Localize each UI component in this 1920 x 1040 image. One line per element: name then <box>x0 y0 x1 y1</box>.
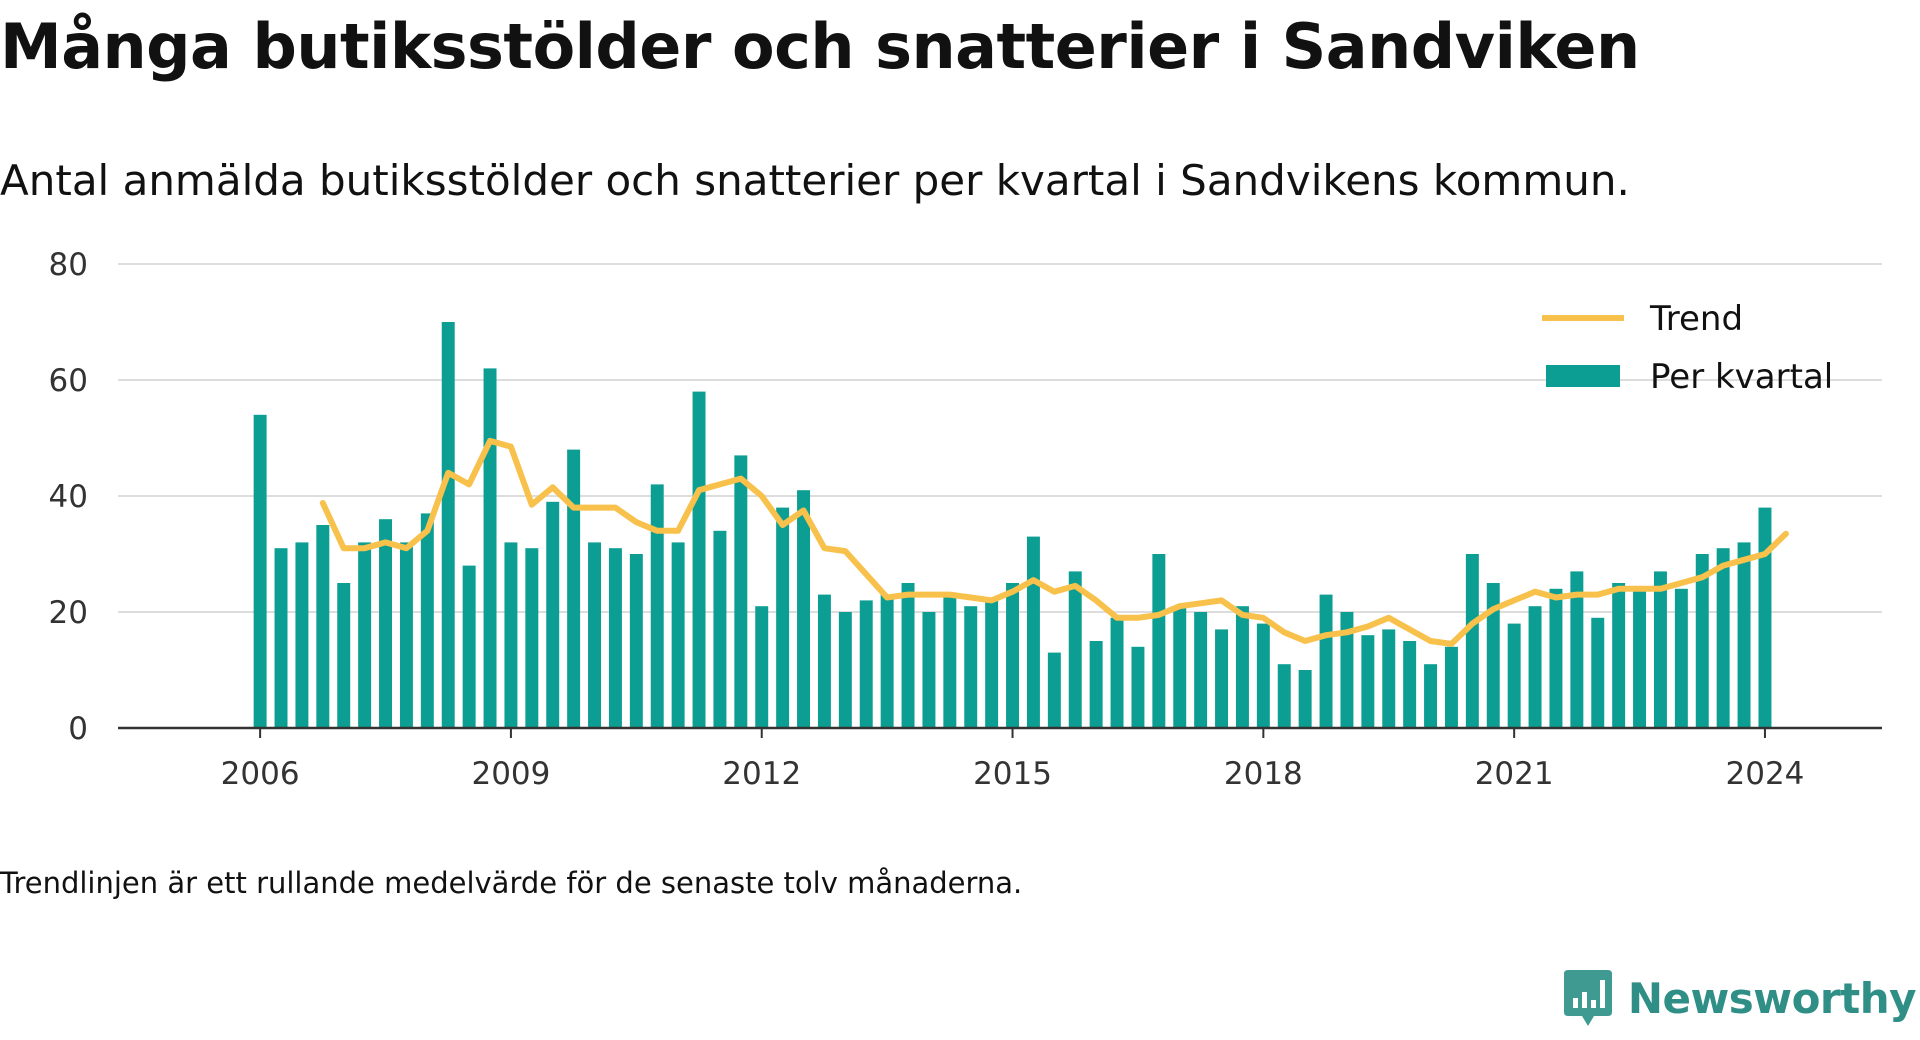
bar <box>859 600 873 728</box>
bar <box>1068 571 1082 728</box>
bar <box>1173 606 1187 728</box>
bar <box>1633 588 1647 728</box>
bar <box>1465 554 1479 728</box>
bar <box>943 594 957 728</box>
bar <box>1507 623 1521 728</box>
bar <box>1215 629 1229 728</box>
bar <box>1612 583 1626 728</box>
bar <box>441 322 455 728</box>
bar <box>588 542 602 728</box>
bar <box>504 542 518 728</box>
y-tick-label: 80 <box>49 247 88 283</box>
bar <box>253 414 267 728</box>
bar <box>1653 571 1667 728</box>
bar <box>379 519 393 728</box>
bar <box>483 368 497 728</box>
bar <box>650 484 664 728</box>
brand: Newsworthy <box>1562 968 1917 1028</box>
bar <box>629 554 643 728</box>
bar <box>797 490 811 728</box>
chart: 0 20 40 60 80 2006 2009 2012 2015 2018 2021 2024 Tre… <box>49 247 1882 792</box>
bar <box>567 449 581 728</box>
bar <box>1152 554 1166 728</box>
trend-line <box>319 437 1789 647</box>
x-tick-label: 2012 <box>722 756 801 792</box>
bar <box>755 606 769 728</box>
bar <box>1674 588 1688 728</box>
bar <box>525 548 539 728</box>
chart-title: Många butiksstölder och snatterier i San… <box>0 10 1640 83</box>
bar <box>1235 606 1249 728</box>
bar <box>608 548 622 728</box>
chart-subtitle: Antal anmälda butiksstölder och snatteri… <box>0 156 1630 205</box>
bar <box>1758 507 1772 728</box>
bar <box>462 565 476 728</box>
bar <box>1528 606 1542 728</box>
bar <box>399 542 413 728</box>
bar <box>734 455 748 728</box>
bar <box>1716 548 1730 728</box>
bar <box>838 612 852 728</box>
bar <box>1591 617 1605 728</box>
legend-trend-label: Trend <box>1649 299 1743 339</box>
bar <box>295 542 309 728</box>
bar <box>671 542 685 728</box>
bar <box>692 391 706 728</box>
bar <box>420 513 434 728</box>
x-tick-label: 2006 <box>221 756 300 792</box>
x-tick-label: 2021 <box>1475 756 1554 792</box>
x-tick-label: 2024 <box>1726 756 1805 792</box>
bar <box>1549 588 1563 728</box>
bar <box>880 594 894 728</box>
chart-note: Trendlinjen är ett rullande medelvärde f… <box>0 866 1023 900</box>
bar <box>1424 664 1438 728</box>
bar <box>1486 583 1500 728</box>
bar <box>1570 571 1584 728</box>
bar <box>1737 542 1751 728</box>
bar <box>985 600 999 728</box>
bar <box>1110 617 1124 728</box>
bar <box>1361 635 1375 728</box>
bar <box>817 594 831 728</box>
y-tick-label: 20 <box>49 595 88 631</box>
bar <box>358 542 372 728</box>
bar <box>1382 629 1396 728</box>
bar <box>337 583 351 728</box>
x-tick-label: 2009 <box>471 756 550 792</box>
bar <box>1319 594 1333 728</box>
bar <box>546 501 560 728</box>
x-tick-label: 2018 <box>1224 756 1303 792</box>
bar <box>1047 652 1061 728</box>
bar <box>1403 641 1417 728</box>
bar <box>1026 536 1040 728</box>
bar <box>316 525 330 728</box>
bar <box>1089 641 1103 728</box>
bar <box>1277 664 1291 728</box>
bar <box>1256 623 1270 728</box>
legend-bar-label: Per kvartal <box>1650 357 1833 397</box>
brand-name: Newsworthy <box>1627 973 1917 1023</box>
bar <box>1298 670 1312 728</box>
x-tick-label: 2015 <box>973 756 1052 792</box>
bar <box>964 606 978 728</box>
bar <box>713 530 727 728</box>
bar <box>901 583 915 728</box>
y-tick-label: 40 <box>49 479 88 515</box>
bar <box>1006 583 1020 728</box>
bar <box>776 507 790 728</box>
bar <box>1695 554 1709 728</box>
y-tick-label: 0 <box>68 711 88 747</box>
bar <box>1131 646 1145 728</box>
y-tick-label: 60 <box>49 363 88 399</box>
bar <box>1340 612 1354 728</box>
bar <box>922 612 936 728</box>
legend-bar-swatch <box>1546 365 1620 387</box>
bar <box>274 548 288 728</box>
newsworthy-logo-icon <box>1563 970 1612 1026</box>
bar <box>1194 612 1208 728</box>
bar <box>1444 646 1458 728</box>
